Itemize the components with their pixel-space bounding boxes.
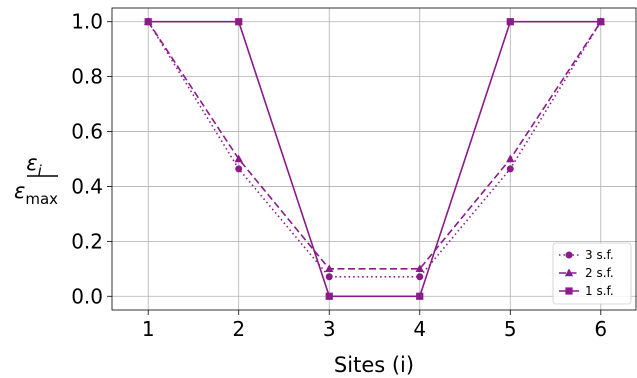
data-point (416, 292, 424, 300)
y-tick-label: 0.4 (71, 174, 103, 198)
series-line (148, 20, 601, 298)
legend-item: 1 s.f. (559, 284, 614, 298)
x-tick-label: 3 (323, 317, 336, 341)
legend-item: 2 s.f. (559, 266, 614, 280)
series-3 (144, 18, 605, 300)
legend-label: 1 s.f. (585, 284, 614, 298)
y-tick-label: 0.0 (71, 284, 103, 308)
data-point (506, 18, 514, 26)
data-point (235, 18, 243, 26)
series-2 (144, 17, 605, 273)
y-tick-label: 0.2 (71, 229, 103, 253)
svg-text:εmax: εmax (14, 179, 58, 208)
data-point (325, 292, 333, 300)
legend-item: 3 s.f. (559, 248, 614, 262)
y-axis-label: εi εmax (14, 151, 58, 208)
y-tick-label: 0.8 (71, 65, 103, 89)
data-point (506, 154, 515, 163)
legend-marker (564, 268, 574, 277)
y-tick-label: 0.6 (71, 120, 103, 144)
data-point (144, 18, 152, 26)
y-label-denominator: ε (14, 179, 25, 203)
y-label-numerator: ε (26, 151, 37, 175)
plot-frame (111, 7, 637, 311)
legend-label: 2 s.f. (585, 266, 614, 280)
data-point (597, 18, 605, 26)
x-tick-label: 2 (232, 317, 245, 341)
legend-label: 3 s.f. (585, 248, 614, 262)
y-tick-label: 1.0 (71, 10, 103, 34)
legend-marker (565, 251, 573, 259)
x-tick-label: 6 (594, 317, 607, 341)
data-point (235, 165, 243, 173)
legend-marker (565, 287, 573, 295)
series-line (147, 21, 602, 270)
data-point (325, 273, 333, 281)
data-point (506, 165, 514, 173)
ticks: 1 2 3 4 5 6 0.0 0.2 0.4 0.6 0.8 1.0 (71, 10, 607, 341)
y-label-denominator-sub: max (25, 190, 58, 208)
data-point (234, 154, 243, 163)
legend: 3 s.f. 2 s.f. 1 s.f. (552, 242, 632, 305)
x-axis-label: Sites (i) (334, 353, 414, 377)
x-tick-label: 1 (142, 317, 155, 341)
series-layer (144, 17, 605, 300)
data-point (325, 264, 334, 273)
x-tick-label: 5 (504, 317, 517, 341)
data-point (416, 273, 424, 281)
svg-text:εi: εi (26, 151, 42, 180)
x-tick-label: 4 (413, 317, 426, 341)
series-line (147, 21, 602, 278)
data-point (415, 264, 424, 273)
y-label-numerator-sub: i (38, 162, 43, 180)
